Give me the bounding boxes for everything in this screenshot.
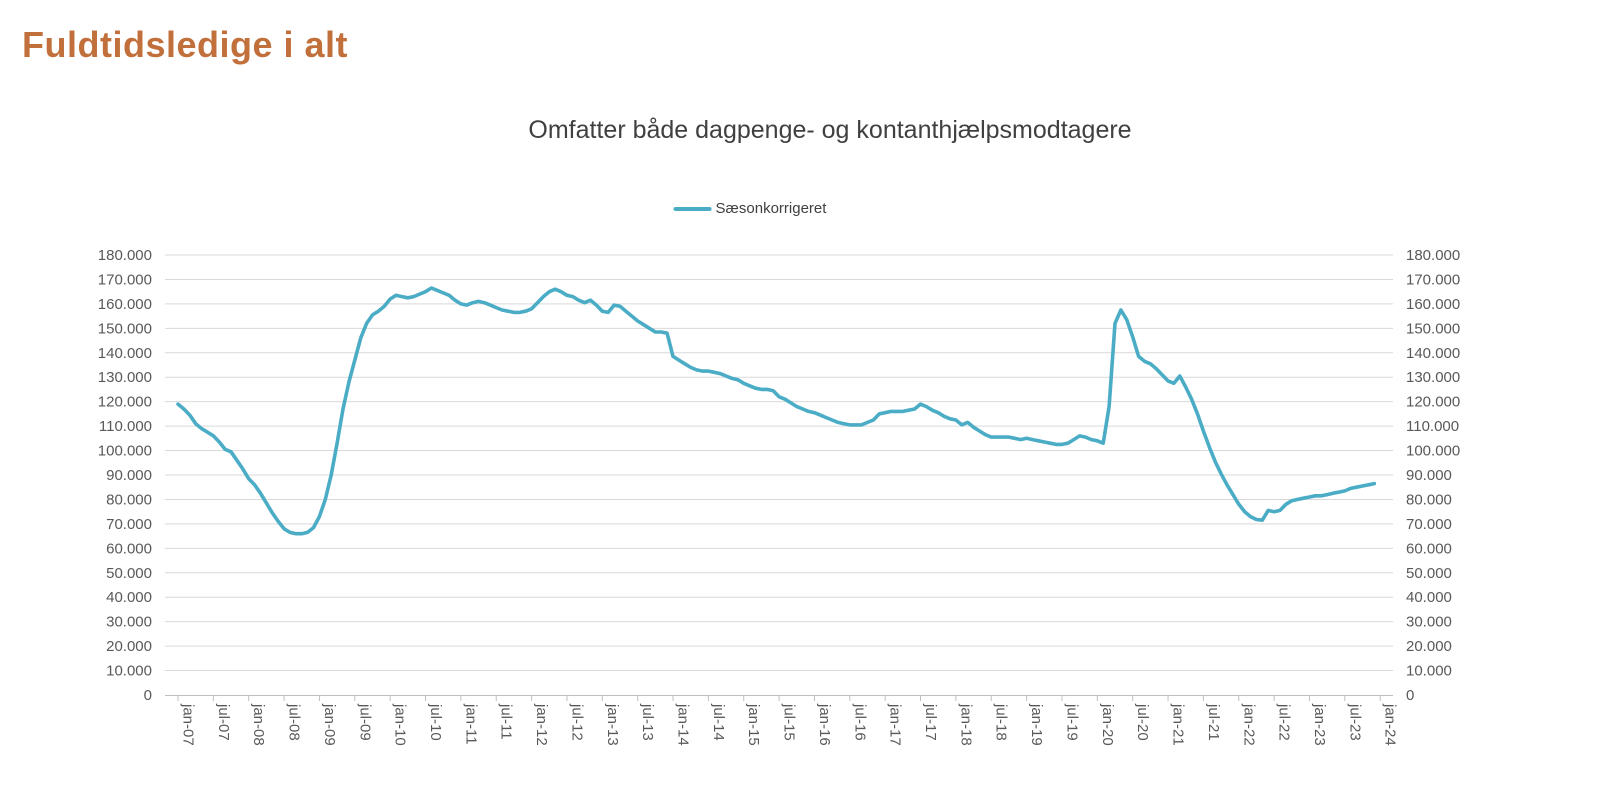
y-axis-label-right: 40.000	[1406, 589, 1452, 606]
x-axis-label: jul-23	[1346, 703, 1363, 741]
y-axis-label-right: 50.000	[1406, 565, 1452, 582]
y-axis-label-right: 100.000	[1406, 443, 1460, 460]
y-axis-label-right: 10.000	[1406, 663, 1452, 680]
y-axis-label-right: 160.000	[1406, 296, 1460, 313]
y-axis-label-right: 140.000	[1406, 345, 1460, 362]
x-axis-label: jan-16	[816, 703, 833, 746]
y-axis-label-right: 130.000	[1406, 369, 1460, 386]
y-axis-label-right: 180.000	[1406, 247, 1460, 264]
x-axis-label: jan-09	[321, 703, 338, 746]
y-axis-label-right: 120.000	[1406, 394, 1460, 411]
y-axis-label-left: 110.000	[99, 418, 152, 435]
y-axis-label-left: 0	[144, 687, 152, 704]
chart-subtitle: Omfatter både dagpenge- og kontanthjælps…	[528, 116, 1132, 144]
y-axis-label-left: 170.000	[98, 271, 152, 288]
y-axis-label-right: 110.000	[1406, 418, 1459, 435]
y-axis-label-left: 150.000	[98, 320, 152, 337]
x-axis-label: jan-15	[745, 703, 762, 746]
legend-series-label: Sæsonkorrigeret	[715, 200, 827, 217]
y-axis-label-right: 150.000	[1406, 320, 1460, 337]
x-axis-label: jan-24	[1382, 703, 1399, 746]
y-axis-label-right: 60.000	[1406, 540, 1452, 557]
x-axis-label: jan-22	[1240, 703, 1257, 746]
y-axis-label-left: 10.000	[106, 663, 152, 680]
x-axis-label: jul-19	[1063, 703, 1080, 741]
x-axis-label: jan-08	[250, 703, 267, 746]
x-axis-label: jan-19	[1028, 703, 1045, 746]
y-axis-label-right: 80.000	[1406, 491, 1452, 508]
y-axis-label-right: 30.000	[1406, 614, 1452, 631]
x-axis-label: jan-12	[533, 703, 550, 746]
x-axis-label: jul-20	[1134, 703, 1151, 741]
y-axis-label-left: 100.000	[98, 443, 152, 460]
x-axis-label: jul-07	[215, 703, 232, 741]
x-axis-label: jul-10	[427, 703, 444, 741]
x-axis-label: jul-15	[781, 703, 798, 741]
x-axis-label: jul-08	[286, 703, 303, 741]
x-axis-label: jul-17	[922, 703, 939, 741]
y-axis-label-left: 160.000	[98, 296, 152, 313]
x-axis-label: jan-21	[1170, 703, 1187, 746]
x-axis-label: jan-10	[392, 703, 409, 746]
y-axis-label-right: 70.000	[1406, 516, 1452, 533]
x-axis-label: jan-23	[1311, 703, 1328, 746]
x-axis-label: jul-11	[498, 703, 515, 740]
y-axis-label-left: 80.000	[106, 491, 152, 508]
y-axis-label-left: 20.000	[106, 638, 152, 655]
x-axis-label: jan-18	[957, 703, 974, 746]
x-axis-label: jan-20	[1099, 703, 1116, 746]
y-axis-label-left: 90.000	[106, 467, 152, 484]
y-axis-label-left: 40.000	[106, 589, 152, 606]
x-axis-label: jul-21	[1205, 703, 1222, 741]
x-axis-label: jan-13	[604, 703, 621, 746]
x-axis-label: jan-07	[180, 703, 197, 746]
x-axis-label: jul-16	[851, 703, 868, 741]
y-axis-label-left: 70.000	[106, 516, 152, 533]
x-axis-label: jan-14	[675, 703, 692, 746]
legend-line-swatch-icon	[673, 206, 712, 211]
y-axis-label-left: 120.000	[98, 394, 152, 411]
y-axis-label-left: 50.000	[106, 565, 152, 582]
x-axis-label: jul-13	[639, 703, 656, 741]
y-axis-label-left: 60.000	[106, 540, 152, 557]
y-axis-label-left: 30.000	[106, 614, 152, 631]
x-axis-label: jan-11	[462, 703, 479, 745]
y-axis-label-left: 140.000	[98, 345, 152, 362]
y-axis-label-right: 170.000	[1406, 271, 1460, 288]
page-title: Fuldtidsledige i alt	[22, 24, 349, 65]
x-axis-label: jan-17	[887, 703, 904, 746]
chart-legend: Sæsonkorrigeret	[673, 200, 827, 217]
x-axis-label: jul-18	[993, 703, 1010, 741]
y-axis-label-left: 180.000	[98, 247, 152, 264]
y-axis-label-left: 130.000	[98, 369, 152, 386]
y-axis-label-right: 0	[1406, 687, 1414, 704]
series-line-Sæsonkorrigeret	[176, 286, 1377, 536]
x-axis-label: jul-14	[710, 703, 727, 741]
y-axis-label-right: 20.000	[1406, 638, 1452, 655]
y-axis-label-right: 90.000	[1406, 467, 1452, 484]
x-axis-label: jul-09	[356, 703, 373, 741]
x-axis-label: jul-12	[568, 703, 585, 741]
x-axis-label: jul-22	[1276, 703, 1293, 741]
